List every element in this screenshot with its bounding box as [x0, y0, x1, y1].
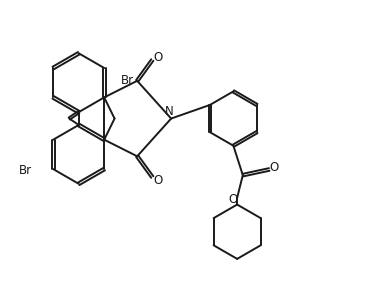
Text: O: O: [153, 51, 163, 63]
Text: Br: Br: [19, 164, 33, 178]
Text: N: N: [165, 105, 174, 117]
Text: O: O: [269, 161, 279, 174]
Text: O: O: [153, 174, 163, 187]
Text: O: O: [228, 193, 237, 206]
Text: Br: Br: [121, 74, 134, 87]
